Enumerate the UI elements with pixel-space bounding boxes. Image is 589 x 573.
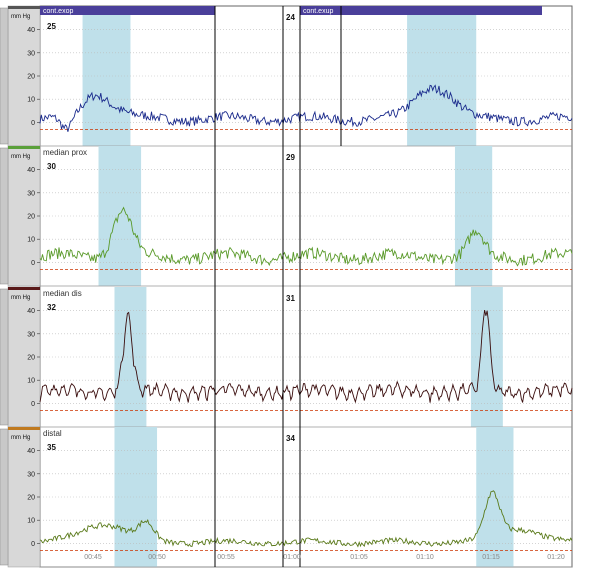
swallow-highlight — [407, 15, 477, 146]
x-tick-label: 01:15 — [482, 554, 500, 561]
y-unit-label: mm Hg — [11, 154, 30, 160]
swallow-highlight — [98, 146, 142, 286]
channel-number-left: 30 — [47, 162, 56, 171]
y-tick-label: 20 — [27, 355, 35, 362]
x-tick-label: 01:10 — [416, 554, 434, 561]
panel-color-tab — [8, 427, 40, 430]
swallow-highlight — [82, 15, 131, 146]
side-strip — [0, 288, 9, 426]
panel-color-tab — [8, 146, 40, 149]
channel-number-right: 31 — [286, 294, 295, 303]
side-strip — [0, 147, 9, 285]
swallow-highlight — [470, 287, 503, 427]
swallow-highlight — [114, 427, 158, 567]
pressure-trace — [39, 84, 573, 132]
y-tick-label: 40 — [27, 308, 35, 315]
channel-number-right: 24 — [286, 13, 295, 22]
y-tick-label: 0 — [31, 260, 35, 267]
x-tick-label: 01:00 — [283, 554, 301, 561]
channel-number-left: 32 — [47, 303, 56, 312]
panel-median-prox: mm Hg 40 30 20 10 0 median prox 30 29 — [0, 145, 573, 287]
y-unit-label: mm Hg — [11, 435, 30, 441]
y-tick-label: 30 — [27, 331, 35, 338]
y-tick-label: 40 — [27, 27, 35, 34]
y-tick-label: 20 — [27, 214, 35, 221]
y-tick-label: 40 — [27, 167, 35, 174]
panel-top: mm Hg 40 30 20 10 0 25 24 — [0, 5, 573, 147]
y-axis-panel — [7, 145, 41, 287]
y-tick-label: 30 — [27, 471, 35, 478]
y-tick-label: 10 — [27, 97, 35, 104]
y-tick-label: 20 — [27, 495, 35, 502]
y-tick-label: 30 — [27, 50, 35, 57]
channel-label: median prox — [43, 148, 87, 157]
y-tick-label: 10 — [27, 237, 35, 244]
y-axis-panel — [7, 5, 41, 147]
pressure-trace — [39, 206, 573, 267]
panel-color-tab — [8, 287, 40, 290]
y-unit-label: mm Hg — [11, 295, 30, 301]
event-band-2 — [300, 6, 542, 15]
y-tick-label: 10 — [27, 518, 35, 525]
x-tick-label: 01:05 — [350, 554, 368, 561]
event-band-label-1: cont.exop — [43, 8, 73, 15]
swallow-highlight — [476, 427, 514, 567]
channel-number-left: 35 — [47, 443, 56, 452]
y-tick-label: 0 — [31, 541, 35, 548]
y-tick-label: 10 — [27, 378, 35, 385]
y-tick-label: 40 — [27, 448, 35, 455]
event-band-1 — [40, 6, 215, 15]
channel-number-right: 29 — [286, 153, 295, 162]
panel-distal: mm Hg 40 30 20 10 0 distal 35 34 — [0, 426, 573, 568]
event-band-label-2: cont.exup — [303, 8, 333, 15]
pressure-trace — [39, 490, 573, 548]
y-axis-panel — [7, 286, 41, 428]
x-tick-label: 00:45 — [84, 554, 102, 561]
y-tick-label: 30 — [27, 190, 35, 197]
channel-label: median dis — [43, 289, 82, 298]
pressure-trace — [39, 309, 573, 404]
x-tick-label: 00:55 — [217, 554, 235, 561]
y-axis-panel — [7, 426, 41, 568]
y-tick-label: 20 — [27, 74, 35, 81]
panel-color-tab — [8, 6, 40, 9]
x-tick-label: 00:50 — [148, 554, 166, 561]
swallow-highlight — [454, 146, 493, 286]
y-unit-label: mm Hg — [11, 14, 30, 20]
y-tick-label: 0 — [31, 120, 35, 127]
channel-label: distal — [43, 429, 62, 438]
y-tick-label: 0 — [31, 401, 35, 408]
side-strip — [0, 428, 9, 566]
side-strip — [0, 7, 9, 145]
channel-number-right: 34 — [286, 434, 295, 443]
x-tick-label: 01:20 — [547, 554, 565, 561]
channel-number-left: 25 — [47, 22, 56, 31]
